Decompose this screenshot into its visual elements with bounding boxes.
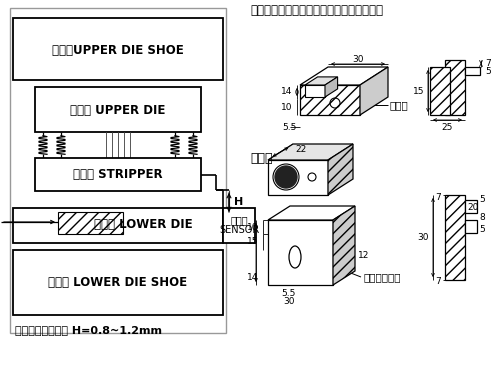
Bar bbox=[35, 158, 201, 191]
Bar bbox=[223, 208, 255, 243]
Polygon shape bbox=[325, 77, 338, 97]
Text: 衝床置於下死點時 H=0.8~1.2mm: 衝床置於下死點時 H=0.8~1.2mm bbox=[15, 325, 162, 335]
Polygon shape bbox=[300, 67, 388, 85]
Text: 30: 30 bbox=[418, 233, 429, 242]
Text: SENSOR: SENSOR bbox=[219, 225, 259, 235]
Text: 下模板 LOWER DIE: 下模板 LOWER DIE bbox=[94, 218, 192, 231]
Text: 感應器: 感應器 bbox=[230, 215, 248, 225]
Text: 5: 5 bbox=[485, 68, 491, 76]
Bar bbox=[35, 87, 201, 132]
Text: 14: 14 bbox=[246, 272, 258, 282]
Bar bbox=[430, 67, 450, 115]
Bar bbox=[465, 220, 477, 233]
Text: 感應器: 感應器 bbox=[250, 152, 272, 165]
Polygon shape bbox=[305, 85, 325, 97]
Polygon shape bbox=[300, 85, 360, 115]
Text: 5: 5 bbox=[479, 225, 485, 234]
Text: 感應觸板與感應器、固定臺座之外形尺寸圖: 感應觸板與感應器、固定臺座之外形尺寸圖 bbox=[250, 3, 383, 16]
Bar bbox=[58, 212, 123, 234]
Bar bbox=[445, 195, 465, 280]
Text: 下模座 LOWER DIE SHOE: 下模座 LOWER DIE SHOE bbox=[48, 276, 188, 288]
Text: 脱料板 STRIPPER: 脱料板 STRIPPER bbox=[73, 168, 163, 180]
Text: 15: 15 bbox=[412, 87, 424, 97]
Polygon shape bbox=[333, 206, 355, 285]
Text: 5.5: 5.5 bbox=[281, 288, 295, 298]
Text: 20: 20 bbox=[468, 203, 478, 212]
Text: 7: 7 bbox=[485, 59, 491, 68]
Text: 30: 30 bbox=[352, 54, 364, 63]
Polygon shape bbox=[268, 220, 333, 285]
Text: 12: 12 bbox=[358, 250, 370, 260]
Text: 上夾板 UPPER DIE: 上夾板 UPPER DIE bbox=[70, 103, 166, 117]
Bar bbox=[13, 208, 223, 243]
Text: 8: 8 bbox=[479, 214, 485, 223]
Text: 10: 10 bbox=[280, 103, 292, 111]
Bar bbox=[13, 18, 223, 80]
Text: 10: 10 bbox=[246, 223, 258, 231]
Polygon shape bbox=[268, 160, 328, 195]
Text: 7: 7 bbox=[435, 277, 441, 287]
Polygon shape bbox=[328, 144, 353, 195]
Text: 30: 30 bbox=[283, 298, 294, 307]
Text: H: H bbox=[234, 197, 243, 207]
Text: 25: 25 bbox=[442, 122, 452, 131]
Bar bbox=[13, 250, 223, 315]
Text: 7: 7 bbox=[435, 193, 441, 201]
Text: 感應板: 感應板 bbox=[390, 100, 409, 110]
Bar bbox=[445, 60, 465, 115]
Text: 5.5: 5.5 bbox=[282, 122, 296, 131]
Text: 上模座UPPER DIE SHOE: 上模座UPPER DIE SHOE bbox=[52, 43, 184, 57]
Text: 感應器固定座: 感應器固定座 bbox=[363, 272, 401, 282]
Polygon shape bbox=[268, 206, 355, 220]
Polygon shape bbox=[360, 67, 388, 115]
Bar bbox=[465, 200, 477, 213]
Text: 22: 22 bbox=[296, 144, 306, 154]
Bar bbox=[10, 8, 226, 333]
Polygon shape bbox=[268, 144, 353, 160]
Polygon shape bbox=[305, 77, 338, 85]
Circle shape bbox=[275, 166, 297, 188]
Bar bbox=[465, 67, 480, 75]
Text: 15: 15 bbox=[246, 238, 258, 247]
Text: 5: 5 bbox=[479, 195, 485, 204]
Text: 14: 14 bbox=[280, 87, 292, 97]
